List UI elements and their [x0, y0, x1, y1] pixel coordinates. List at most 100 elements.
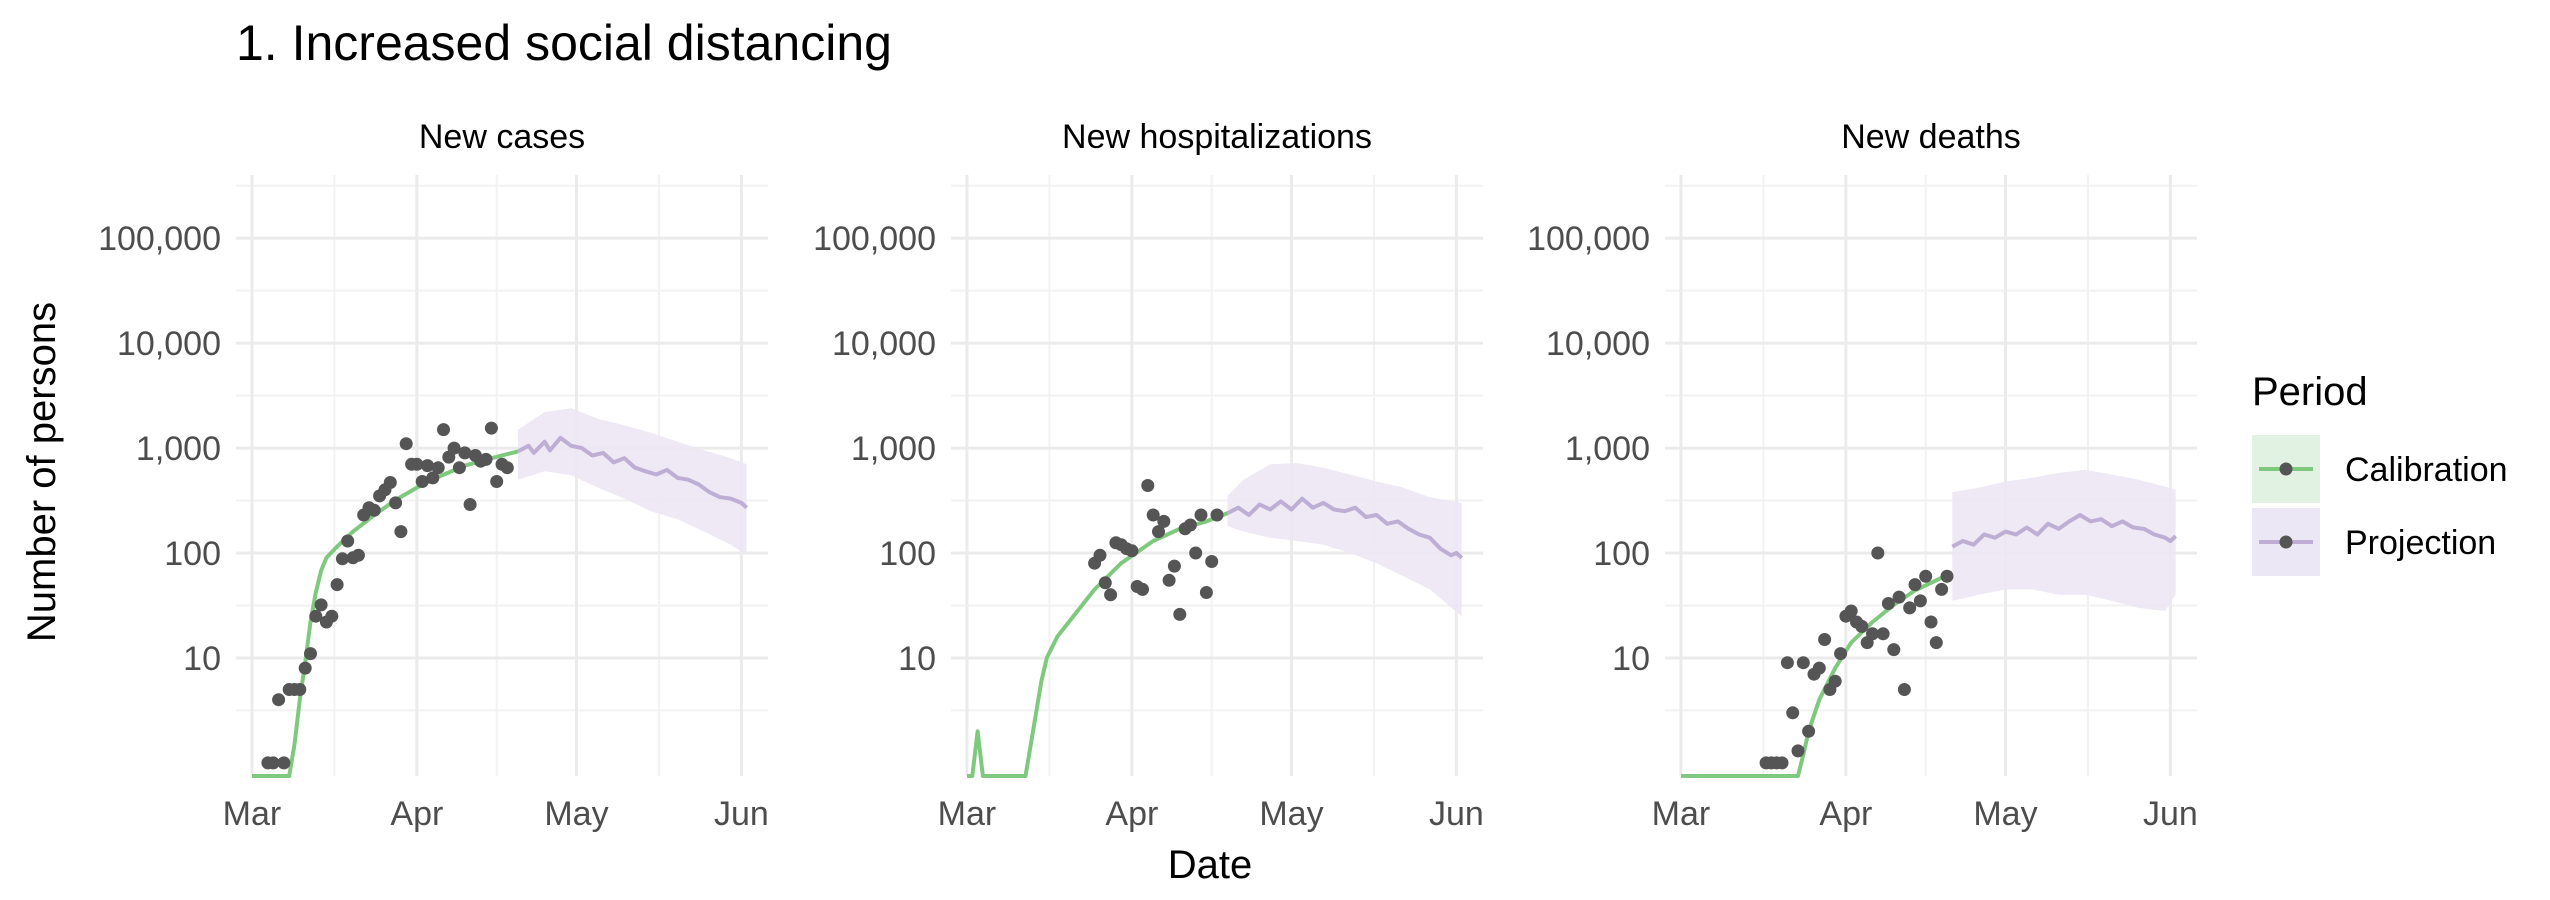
x-tick-label: Mar [938, 795, 997, 833]
observed-point [1881, 597, 1895, 610]
observed-point [1897, 683, 1911, 696]
observed-point [479, 452, 493, 466]
y-tick-label: 10 [183, 640, 221, 678]
y-tick-label: 10,000 [117, 325, 221, 363]
panel-title: New deaths [1841, 118, 2021, 156]
observed-point [314, 598, 328, 612]
y-tick-label: 1,000 [851, 430, 936, 468]
observed-point [1104, 588, 1118, 602]
projection-line [517, 435, 749, 510]
observed-point [490, 475, 504, 488]
observed-point [1775, 756, 1789, 770]
y-tick-label: 10 [898, 640, 936, 678]
legend-label: Calibration [2345, 451, 2508, 489]
observed-point [447, 441, 461, 455]
x-tick-label: Mar [1652, 795, 1711, 833]
observed-point [484, 421, 498, 435]
y-tick-label: 100 [164, 535, 221, 573]
observed-point [1210, 508, 1224, 522]
observed-point [1152, 525, 1165, 539]
observed-point [399, 437, 413, 451]
observed-point [1157, 514, 1171, 528]
y-tick-label: 100,000 [813, 220, 936, 258]
observed-point [1802, 724, 1816, 738]
x-tick-label: May [1973, 795, 2037, 833]
observed-point [335, 552, 349, 566]
observed-point [1935, 582, 1949, 596]
observed-point [277, 756, 291, 770]
y-tick-label: 10,000 [832, 325, 936, 363]
observed-point [1162, 573, 1176, 587]
observed-point [1834, 647, 1848, 661]
observed-point [1919, 569, 1933, 583]
observed-point [394, 525, 408, 539]
observed-point [1780, 656, 1794, 670]
observed-point [1844, 604, 1858, 618]
observed-point [1929, 636, 1943, 650]
observed-point [1903, 601, 1917, 615]
observed-point [1940, 569, 1954, 583]
legend-key-point [2279, 462, 2293, 476]
y-axis-label: Number of persons [20, 302, 64, 642]
y-tick-label: 10 [1612, 640, 1650, 678]
observed-point [1183, 518, 1197, 532]
calibration-line [252, 449, 519, 778]
legend: Period Calibration Projection [2252, 370, 2508, 576]
legend-key-point [2279, 535, 2293, 549]
observed-point [309, 609, 323, 623]
panel-2: New hospitalizations 10 100 1,000 10,000 100,… [813, 118, 1484, 833]
observed-point [431, 461, 445, 475]
observed-point [452, 461, 466, 475]
x-tick-label: Jun [2143, 795, 2198, 833]
legend-entry-projection: Projection [2252, 508, 2496, 576]
projection-band [1227, 463, 1462, 617]
observed-point [389, 496, 403, 510]
y-tick-label: 10,000 [1546, 325, 1650, 363]
observed-point [351, 548, 365, 562]
observed-point [1189, 546, 1203, 560]
observed-point [1908, 578, 1922, 592]
panel-3: New deaths 10 100 1,000 10,000 100,000 Mar Apr M… [1527, 118, 2198, 833]
panel-title: New cases [419, 118, 585, 156]
y-tick-label: 100 [879, 535, 936, 573]
observed-point [1818, 633, 1832, 646]
observed-point [298, 661, 312, 675]
observed-point [1791, 744, 1805, 758]
observed-point [1173, 607, 1187, 621]
x-tick-label: Apr [1819, 795, 1872, 833]
observed-point [1866, 627, 1879, 641]
observed-point [415, 475, 429, 488]
observed-point [1136, 582, 1149, 596]
observed-point [266, 756, 280, 770]
observed-point [1796, 656, 1810, 670]
x-tick-label: May [544, 795, 608, 833]
x-tick-label: Jun [1429, 795, 1484, 833]
y-tick-label: 100,000 [98, 220, 221, 258]
observed-point [500, 461, 514, 475]
observed-point [410, 457, 424, 471]
observed-point [1125, 544, 1139, 558]
legend-label: Projection [2345, 524, 2496, 562]
x-tick-label: Mar [223, 795, 282, 833]
observed-point [463, 498, 477, 511]
panel-1: New cases 10 100 1,000 10,000 100,000 Mar Apr Ma… [98, 118, 769, 833]
legend-entry-calibration: Calibration [2252, 435, 2508, 503]
observed-point [1205, 555, 1219, 568]
observed-point [272, 693, 286, 707]
observed-point [426, 471, 440, 485]
observed-point [1141, 479, 1155, 492]
observed-point [1913, 594, 1927, 608]
observed-point [1924, 615, 1938, 629]
observed-point [1786, 706, 1800, 720]
observed-point [1098, 576, 1112, 590]
observed-point [1093, 548, 1107, 562]
panel-title: New hospitalizations [1062, 118, 1372, 156]
observed-point [421, 459, 434, 473]
panels: New cases 10 100 1,000 10,000 100,000 Mar Apr Ma… [98, 118, 2198, 833]
observed-point [1812, 661, 1826, 675]
observed-point [330, 578, 344, 592]
legend-entries: Calibration Projection [2252, 435, 2508, 576]
observed-point [1855, 619, 1869, 633]
observed-point [1194, 508, 1208, 522]
